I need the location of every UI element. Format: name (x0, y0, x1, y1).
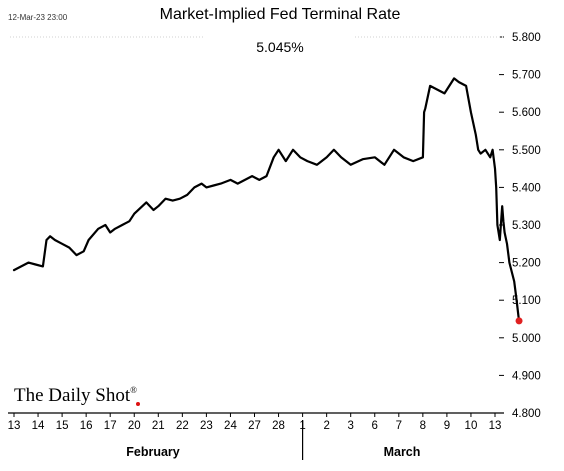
x-tick-label: 22 (176, 420, 189, 432)
last-value-annotation: 5.045% (256, 39, 303, 55)
y-tick-label: 5.100 (512, 295, 541, 307)
y-tick-label: 4.900 (512, 370, 541, 382)
month-label-march: March (384, 445, 421, 459)
y-tick-label: 5.600 (512, 107, 541, 119)
x-tick-label: 23 (200, 420, 213, 432)
x-tick-label: 2 (323, 420, 329, 432)
last-point-marker (515, 317, 523, 325)
brand-name: The Daily Shot (14, 385, 131, 406)
x-tick-label: 28 (272, 420, 285, 432)
y-tick-label: 5.400 (512, 182, 541, 194)
brand-mark: ® (130, 385, 137, 395)
x-tick-label: 13 (8, 420, 21, 432)
x-tick-label: 17 (104, 420, 117, 432)
brand-text: The Daily Shot® (14, 385, 137, 406)
chart-title: Market-Implied Fed Terminal Rate (160, 6, 401, 23)
x-tick-label: 14 (32, 420, 45, 432)
y-tick-label: 5.300 (512, 220, 541, 232)
x-tick-label: 3 (347, 420, 353, 432)
series-line (12, 77, 521, 322)
y-tick-label: 5.000 (512, 333, 541, 345)
y-tick-label: 4.800 (512, 408, 541, 420)
x-tick-label: 21 (152, 420, 165, 432)
series-group (12, 77, 523, 325)
x-tick-label: 8 (420, 420, 426, 432)
x-tick-label: 24 (224, 420, 237, 432)
x-axis: 13141516172021222324272812367891013 (8, 412, 504, 460)
timestamp: 12-Mar-23 23:00 (8, 13, 68, 22)
brand-logo: The Daily Shot® (14, 385, 140, 406)
x-tick-label: 6 (372, 420, 378, 432)
brand-dot (136, 402, 140, 406)
x-tick-label: 15 (56, 420, 69, 432)
x-tick-label: 13 (489, 420, 502, 432)
x-tick-label: 27 (248, 420, 261, 432)
x-tick-label: 16 (80, 420, 93, 432)
x-tick-label: 20 (128, 420, 141, 432)
y-tick-label: 5.800 (512, 32, 541, 44)
x-tick-label: 7 (396, 420, 402, 432)
x-tick-label: 10 (465, 420, 478, 432)
y-tick-label: 5.500 (512, 145, 541, 157)
y-tick-label: 5.700 (512, 70, 541, 82)
y-tick-label: 5.200 (512, 258, 541, 270)
month-label-february: February (126, 445, 180, 459)
y-axis: 4.800 4.900 5.000 5.100 5.200 5.300 5.400 5.500… (10, 32, 541, 420)
x-tick-label: 9 (444, 420, 450, 432)
